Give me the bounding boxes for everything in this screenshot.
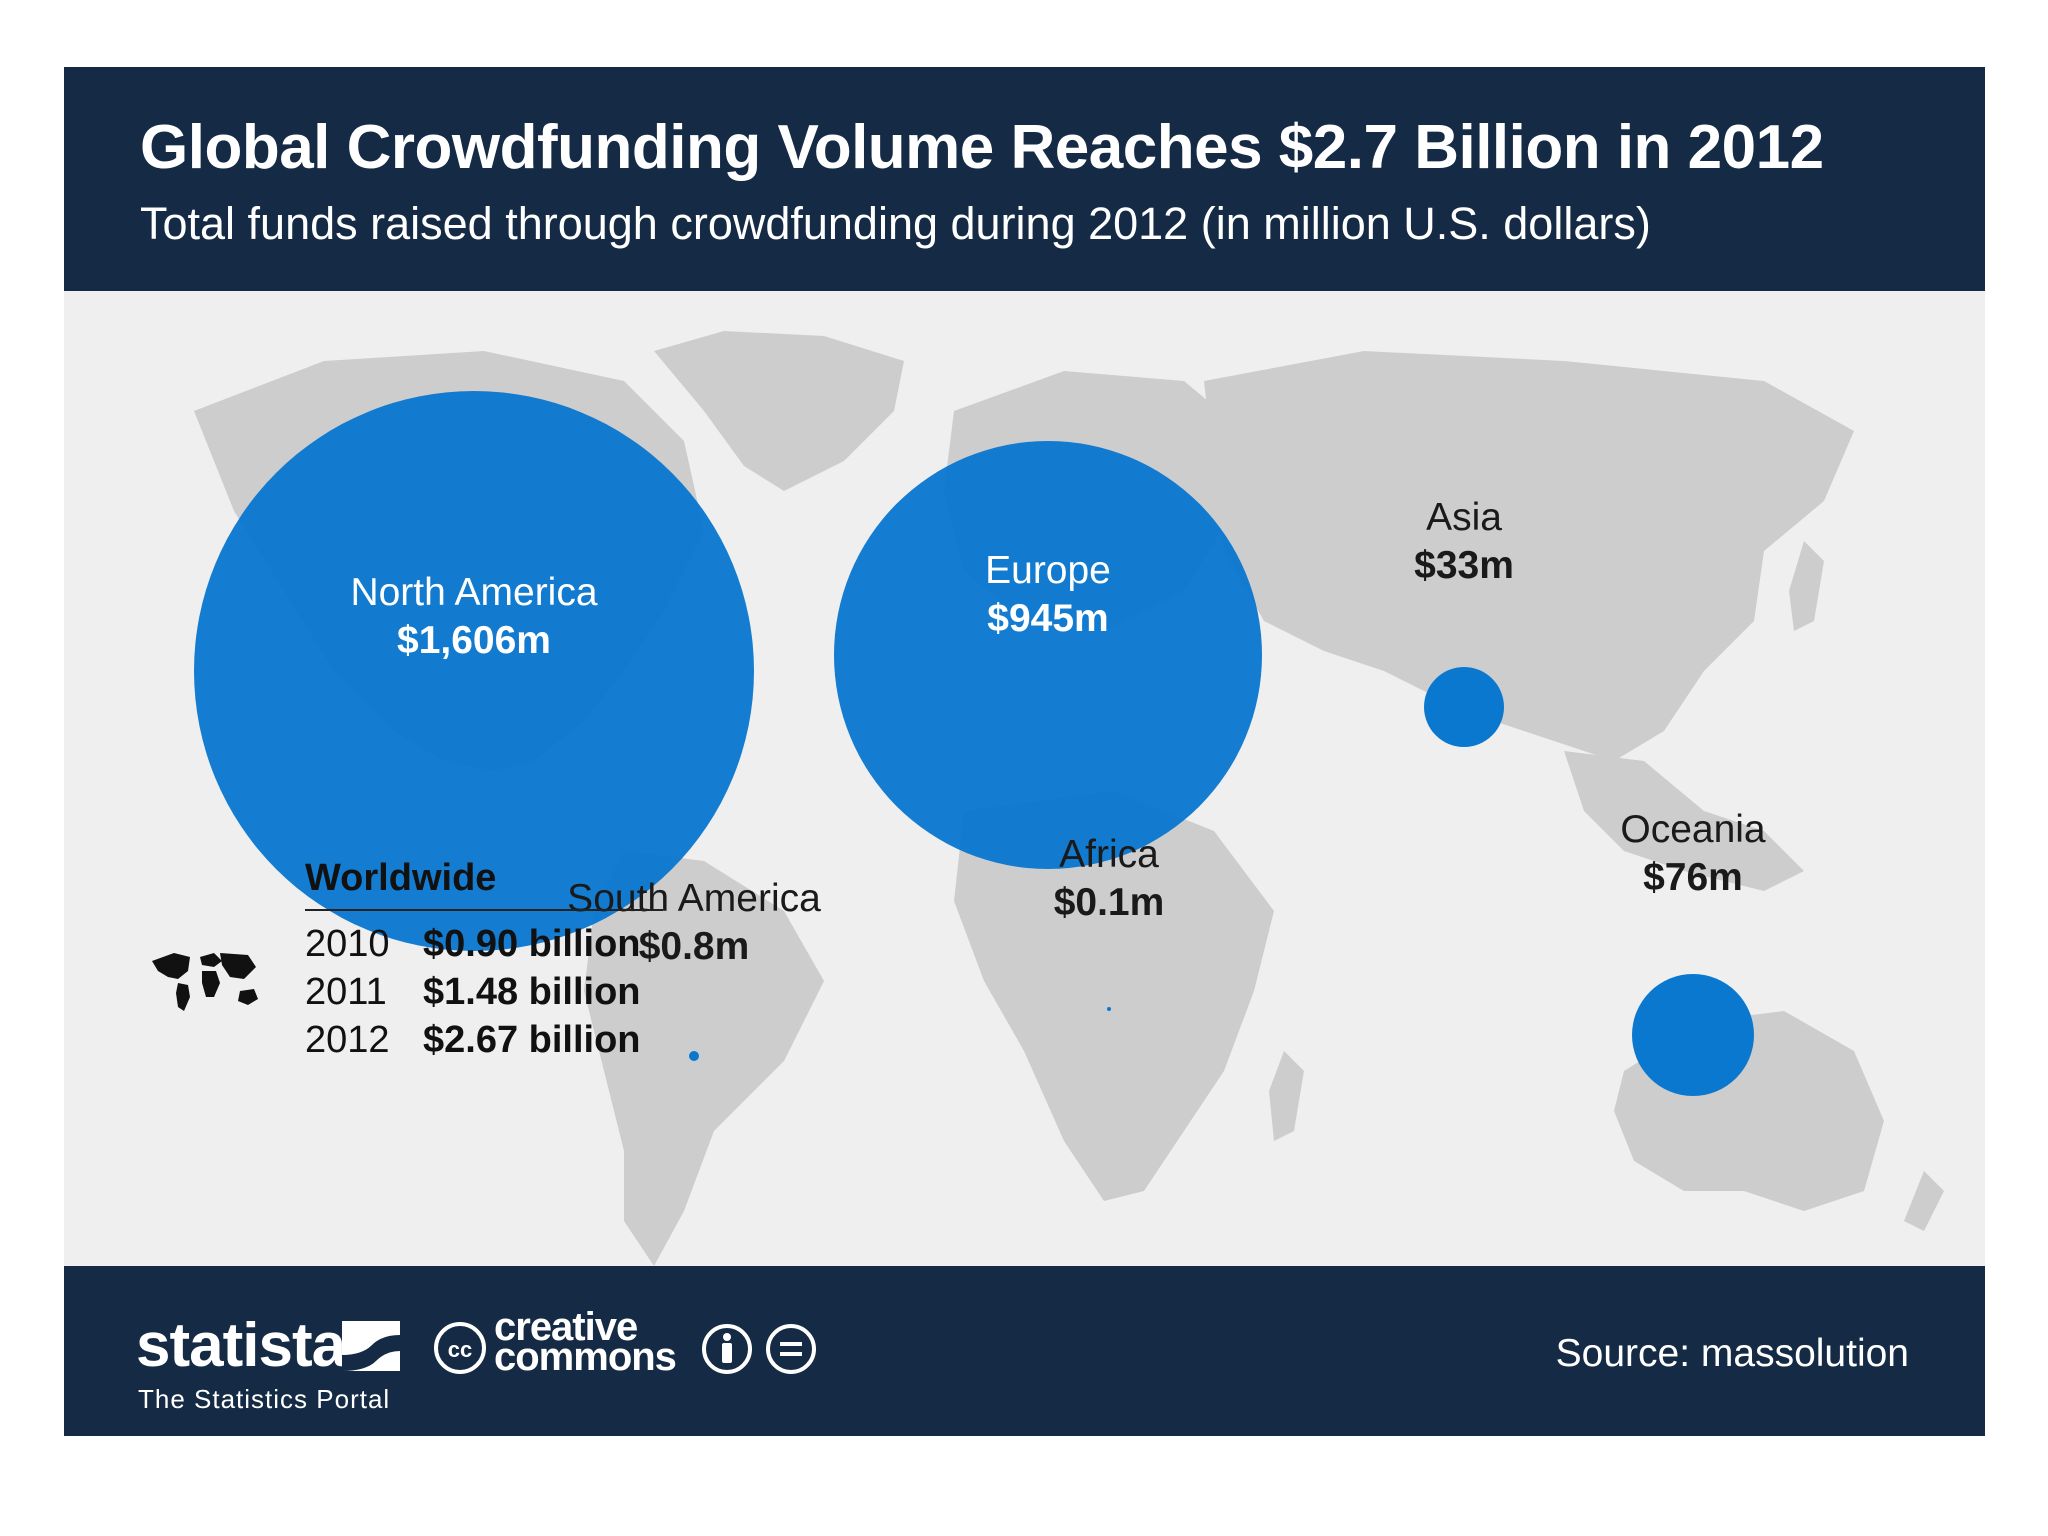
region-value: $945m — [987, 597, 1109, 640]
region-name: South America — [567, 877, 821, 920]
worldwide-title: Worldwide — [305, 857, 497, 899]
worldwide-year: 2010 — [305, 923, 390, 965]
bubble-europe — [834, 441, 1262, 869]
region-name: Europe — [985, 549, 1111, 592]
header-banner: Global Crowdfunding Volume Reaches $2.7 … — [64, 67, 1985, 291]
region-value: $0.8m — [638, 925, 750, 968]
japan-shape — [1789, 541, 1824, 631]
region-value: $1,606m — [397, 619, 551, 662]
worldwide-divider — [305, 909, 663, 911]
label-south-america: South America $0.8m — [567, 875, 821, 971]
infographic-card: Global Crowdfunding Volume Reaches $2.7 … — [64, 67, 1985, 1436]
bubble-north-america — [194, 391, 754, 951]
statista-wordmark[interactable]: statista — [136, 1311, 346, 1380]
bubbles — [194, 391, 1754, 1096]
asia-shape — [1204, 351, 1854, 761]
world-map — [194, 331, 1944, 1266]
bubble-oceania — [1632, 974, 1754, 1096]
creative-commons-text[interactable]: creative commons — [494, 1305, 677, 1379]
southeast-asia-shape — [1564, 751, 1804, 891]
africa-shape — [954, 791, 1274, 1201]
world-map-icon — [152, 953, 258, 1011]
label-north-america: North America $1,606m — [350, 569, 597, 665]
label-asia: Asia $33m — [1414, 494, 1514, 590]
south-america-shape — [584, 851, 824, 1266]
source-credit: Source: massolution — [1555, 1332, 1909, 1375]
no-derivatives-icon[interactable] — [764, 1322, 818, 1376]
bubble-africa — [1107, 1007, 1111, 1011]
region-name: Asia — [1426, 496, 1502, 539]
worldwide-row: 2011 $1.48 billion — [305, 971, 641, 1014]
worldwide-year: 2012 — [305, 1019, 390, 1061]
region-name: Oceania — [1620, 808, 1766, 851]
chart-title: Global Crowdfunding Volume Reaches $2.7 … — [140, 113, 1824, 182]
worldwide-year: 2011 — [305, 971, 387, 1013]
greenland-shape — [654, 331, 904, 491]
worldwide-value: $2.67 billion — [423, 1019, 641, 1061]
region-name: Africa — [1059, 833, 1159, 876]
bubble-south-america — [689, 1051, 699, 1061]
label-europe: Europe $945m — [985, 547, 1111, 643]
svg-text:cc: cc — [448, 1337, 472, 1362]
bubble-asia — [1424, 667, 1504, 747]
footer-banner: statista The Statistics Portal cc creati… — [64, 1266, 1985, 1436]
map-area: North America $1,606m Europe $945m Asia … — [64, 291, 1985, 1266]
statista-logo-icon — [342, 1321, 400, 1371]
statista-tagline: The Statistics Portal — [138, 1384, 391, 1414]
worldwide-value: $0.90 billion — [423, 923, 641, 965]
region-value: $76m — [1643, 856, 1743, 899]
worldwide-row: 2012 $2.67 billion — [305, 1019, 641, 1062]
worldwide-value: $1.48 billion — [423, 971, 641, 1013]
region-value: $0.1m — [1053, 881, 1165, 924]
madagascar-shape — [1269, 1051, 1304, 1141]
region-value: $33m — [1414, 544, 1514, 587]
region-name: North America — [350, 571, 598, 614]
new-zealand-shape — [1904, 1171, 1944, 1231]
cc-icon[interactable]: cc — [432, 1320, 488, 1376]
attribution-icon[interactable] — [700, 1322, 754, 1376]
worldwide-row: 2010 $0.90 billion — [305, 923, 641, 966]
label-africa: Africa $0.1m — [1054, 831, 1165, 927]
label-oceania: Oceania $76m — [1620, 806, 1765, 902]
chart-subtitle: Total funds raised through crowdfunding … — [140, 198, 1651, 249]
